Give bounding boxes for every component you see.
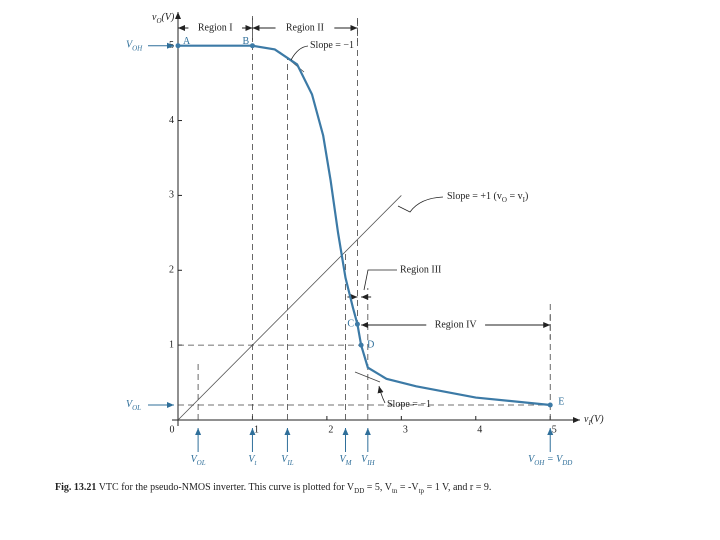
point-label: B xyxy=(242,36,249,47)
x-tick-label: 5 xyxy=(552,424,557,435)
region-label: Region II xyxy=(286,22,324,33)
marker-label-part: OH xyxy=(534,459,545,467)
caption-part: VTC for the pseudo-NMOS inverter. This c… xyxy=(96,482,355,493)
leader xyxy=(290,45,309,61)
marker-label-part: V xyxy=(281,454,289,465)
x-axis-label-part: v xyxy=(584,414,589,425)
point xyxy=(249,43,255,49)
annotation-part: ) xyxy=(525,191,528,202)
y-marker-label-part: OH xyxy=(132,44,143,52)
y-marker-label-part: OL xyxy=(132,404,141,412)
marker-label-part: t xyxy=(255,459,258,467)
y-marker-label: VOL xyxy=(126,399,141,411)
marker-label-part: V xyxy=(361,454,369,465)
marker-label: VIL xyxy=(281,454,293,466)
annotation: Slope = +1 (vO = vI) xyxy=(447,191,528,203)
marker-label-part: V xyxy=(528,454,536,465)
leader xyxy=(377,385,386,404)
x-tick-label: 1 xyxy=(254,424,259,435)
y-marker-label-part: V xyxy=(126,40,134,51)
annotation-part: Slope = +1 (v xyxy=(447,191,502,202)
x-tick-label: 3 xyxy=(403,424,408,435)
y-axis-label-part: v xyxy=(152,12,157,23)
caption-part: tn xyxy=(392,487,398,495)
caption-part: Fig. 13.21 xyxy=(55,482,96,493)
y-tick-label: 1 xyxy=(169,339,174,350)
caption-part: tp xyxy=(419,487,425,495)
marker-label: VIH xyxy=(361,454,375,466)
marker-label-part: IL xyxy=(286,459,293,467)
caption-part: = -V xyxy=(397,482,419,493)
point xyxy=(547,402,553,408)
marker-label-part: M xyxy=(345,459,353,467)
marker-label-part: V xyxy=(340,454,348,465)
tangent xyxy=(354,371,381,383)
marker-label-part: = V xyxy=(544,454,564,465)
point-label: D xyxy=(367,339,374,350)
annotation: Slope = −1 xyxy=(310,40,354,51)
annotation-part: = v xyxy=(507,191,523,202)
y-tick-label: 4 xyxy=(169,115,174,126)
annotation: Slope = −1 xyxy=(387,399,431,410)
unity-line xyxy=(177,195,402,421)
point xyxy=(358,342,364,348)
marker-label: VOH = VDD xyxy=(528,454,572,466)
point-label: C xyxy=(347,318,354,329)
annotation-part: O xyxy=(502,196,507,204)
marker-label-part: V xyxy=(248,454,256,465)
x-axis-label-part: (V) xyxy=(591,414,604,425)
point-label: E xyxy=(558,396,564,407)
point-label: A xyxy=(183,36,191,47)
region-label: Region IV xyxy=(435,319,478,330)
y-tick-label: 3 xyxy=(169,190,174,201)
marker-label-part: DD xyxy=(561,459,572,467)
caption-part: DD xyxy=(354,487,364,495)
region-label: Region III xyxy=(400,264,441,275)
marker-label-part: OL xyxy=(197,459,206,467)
x-axis-label: vI(V) xyxy=(584,414,604,426)
x-tick-label: 4 xyxy=(477,424,482,435)
marker-label: VOL xyxy=(191,454,206,466)
annotation-part: Slope = −1 xyxy=(387,399,431,410)
caption-part: = 5, V xyxy=(364,482,392,493)
vtc-curve xyxy=(178,44,551,407)
y-tick-label: 2 xyxy=(169,265,174,276)
y-marker-label: VOH xyxy=(126,40,143,52)
x-axis-label-part: I xyxy=(587,419,591,427)
marker-label: VM xyxy=(340,454,353,466)
annotation-part: Slope = −1 xyxy=(310,40,354,51)
point xyxy=(175,43,181,49)
y-marker-label-part: V xyxy=(126,399,134,410)
annotation-part: I xyxy=(523,196,526,204)
caption: Fig. 13.21 VTC for the pseudo-NMOS inver… xyxy=(55,482,491,494)
y-axis-label-part: O xyxy=(156,17,161,25)
caption-part: = 1 V, and r = 9. xyxy=(424,482,491,493)
y-axis-label-part: (V) xyxy=(162,12,175,23)
plot: vO(V)vI(V)01234512345VOLVtVILVMVIHVOH = … xyxy=(55,12,604,495)
x-tick-label: 2 xyxy=(328,424,333,435)
leader xyxy=(363,269,397,291)
leader xyxy=(397,196,444,213)
y-axis-label: vO(V) xyxy=(152,12,175,24)
x-tick-label: 0 xyxy=(170,424,175,435)
marker-label-part: IH xyxy=(366,459,375,467)
marker-label-part: V xyxy=(191,454,199,465)
marker-label: Vt xyxy=(248,454,257,466)
point xyxy=(354,321,360,327)
region-label: Region I xyxy=(198,22,233,33)
